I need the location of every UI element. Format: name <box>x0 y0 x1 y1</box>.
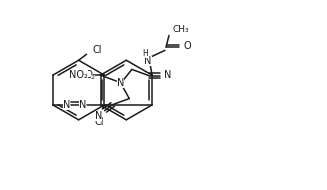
Text: Cl: Cl <box>93 45 102 55</box>
Text: N: N <box>63 100 70 110</box>
Text: NO: NO <box>78 70 93 80</box>
Text: N: N <box>95 111 102 121</box>
Text: O: O <box>184 41 192 51</box>
Text: N: N <box>117 78 124 88</box>
Text: N: N <box>164 70 171 80</box>
Text: 2: 2 <box>91 75 95 80</box>
Text: H: H <box>142 49 148 58</box>
Text: Cl: Cl <box>95 117 104 127</box>
Text: N: N <box>145 56 152 66</box>
Text: CH₃: CH₃ <box>173 25 190 34</box>
Text: NO₂: NO₂ <box>69 70 88 80</box>
Text: N: N <box>79 100 86 110</box>
